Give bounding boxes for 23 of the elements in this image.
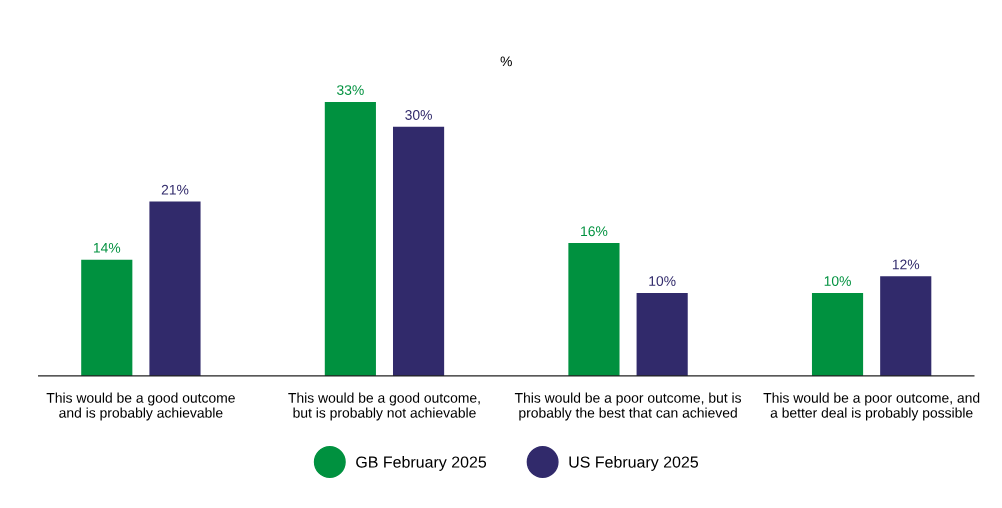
data-label: 21%: [161, 184, 189, 195]
x-tick-label: This would be a good outcome and is probably achievable: [46, 392, 235, 421]
data-label: 14%: [93, 242, 121, 253]
data-label: 10%: [824, 276, 851, 286]
bar: [880, 276, 932, 376]
legend-label: GB February 2025: [356, 456, 487, 471]
bar: [81, 259, 133, 376]
data-label: 33%: [337, 85, 364, 95]
data-label: 16%: [581, 226, 608, 237]
bar: [324, 101, 376, 376]
bar: [568, 243, 620, 376]
x-tick-label: This would be a poor outcome, but is probably the best that can achieved: [514, 392, 742, 421]
x-tick-label: This would be a poor outcome, and a better deal is probably possible: [763, 392, 980, 421]
legend-label: US February 2025: [569, 456, 699, 471]
bar: [149, 201, 201, 376]
bar: [636, 292, 688, 376]
chart-title: %: [500, 56, 512, 67]
data-label: 10%: [649, 276, 676, 286]
data-label: 30%: [405, 110, 432, 120]
data-label: 12%: [892, 259, 920, 270]
bar: [811, 292, 864, 376]
bar: [392, 126, 445, 376]
x-tick-label: This would be a good outcome, but is probably not achievable: [288, 392, 480, 421]
